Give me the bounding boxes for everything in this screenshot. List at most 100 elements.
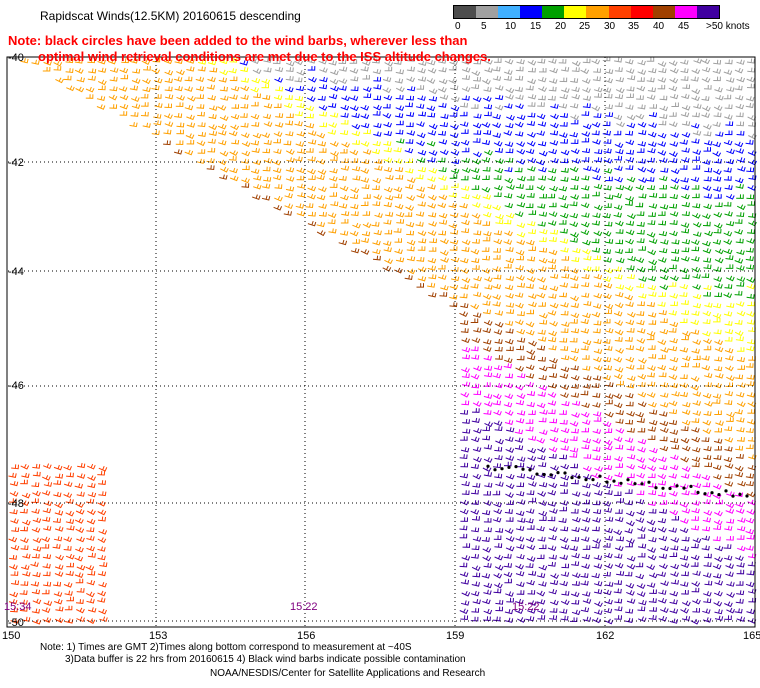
contamination-dot xyxy=(493,468,497,472)
wind-barb xyxy=(657,132,667,139)
wind-barb xyxy=(350,76,359,82)
wind-barb xyxy=(516,59,525,65)
wind-barb xyxy=(647,465,657,472)
wind-barb xyxy=(714,292,722,298)
wind-barb xyxy=(702,517,711,523)
wind-barb xyxy=(625,149,635,155)
wind-barb xyxy=(680,111,690,118)
wind-barb xyxy=(625,165,634,171)
wind-barb xyxy=(560,615,569,621)
wind-barb xyxy=(328,122,338,128)
wind-barb xyxy=(506,309,515,314)
wind-barb xyxy=(373,104,382,111)
wind-barb xyxy=(591,383,600,389)
wind-barb xyxy=(274,122,284,128)
wind-barb xyxy=(724,446,733,452)
contamination-dot xyxy=(514,465,518,469)
wind-barb xyxy=(692,221,702,228)
wind-barb xyxy=(382,112,392,119)
wind-barb xyxy=(360,177,370,183)
wind-barb xyxy=(560,328,569,334)
wind-barb xyxy=(648,508,657,514)
wind-barb xyxy=(516,328,526,335)
wind-barb xyxy=(439,250,449,256)
wind-barb xyxy=(505,246,514,252)
wind-barb xyxy=(538,211,548,217)
wind-barb xyxy=(525,321,535,328)
wind-barb xyxy=(329,168,338,174)
wind-barb xyxy=(593,365,603,371)
wind-barb xyxy=(669,194,678,200)
wind-barb xyxy=(363,194,371,199)
wind-barb xyxy=(679,139,688,145)
wind-barb xyxy=(351,166,361,172)
wind-barb xyxy=(209,67,218,73)
wind-barb xyxy=(504,528,514,534)
scale-label: 5 xyxy=(481,21,487,32)
wind-barb xyxy=(285,149,295,155)
wind-barb xyxy=(746,392,756,398)
wind-barb xyxy=(702,617,712,623)
wind-barb xyxy=(636,509,646,516)
wind-barb xyxy=(473,428,482,434)
wind-barb xyxy=(614,220,624,227)
wind-barb xyxy=(131,103,141,110)
wind-barb xyxy=(360,249,370,255)
wind-barb xyxy=(526,579,535,586)
wind-barb xyxy=(549,185,558,192)
wind-barb xyxy=(591,238,600,244)
wind-barb xyxy=(250,140,260,146)
wind-barb xyxy=(483,339,492,345)
wind-barb xyxy=(547,400,557,406)
wind-barb xyxy=(548,148,557,155)
wind-barb xyxy=(383,122,392,128)
wind-barb xyxy=(734,219,743,224)
wind-barb xyxy=(692,303,702,309)
wind-barb xyxy=(516,311,525,317)
wind-barb xyxy=(571,60,581,67)
wind-barb xyxy=(525,148,535,155)
wind-barb xyxy=(527,608,536,614)
wind-barb xyxy=(580,580,589,586)
wind-barb xyxy=(657,150,667,156)
wind-barb xyxy=(86,518,96,525)
wind-barb xyxy=(646,335,655,341)
wind-barb xyxy=(484,372,493,378)
wind-barb xyxy=(482,547,492,553)
wind-barb xyxy=(461,239,471,246)
wind-barb xyxy=(20,463,30,470)
wind-barb xyxy=(570,275,579,282)
wind-barb xyxy=(669,429,679,435)
wind-barb xyxy=(239,113,248,118)
wind-barb xyxy=(560,437,569,444)
wind-barb xyxy=(329,183,338,189)
wind-barb xyxy=(681,93,690,100)
contamination-dot xyxy=(556,471,560,475)
wind-barb xyxy=(471,174,481,181)
wind-barb xyxy=(483,393,493,399)
wind-barb xyxy=(285,86,294,93)
wind-barb xyxy=(736,401,746,408)
wind-barb xyxy=(316,221,325,228)
wind-barb xyxy=(657,339,667,346)
wind-barb xyxy=(109,76,118,82)
wind-barb xyxy=(724,437,734,443)
wind-barb xyxy=(582,248,591,255)
wind-barb xyxy=(383,147,392,153)
wind-barb xyxy=(537,608,546,614)
wind-barb xyxy=(725,502,735,509)
wind-barb xyxy=(690,329,700,335)
wind-barb xyxy=(692,410,702,416)
wind-barb xyxy=(374,165,383,171)
wind-barb xyxy=(437,157,446,163)
wind-barb xyxy=(592,175,601,181)
wind-barb xyxy=(462,418,470,424)
wind-barb xyxy=(184,104,194,111)
wind-barb xyxy=(406,95,414,101)
wind-barb xyxy=(405,139,414,144)
wind-barb xyxy=(372,201,381,207)
wind-barb xyxy=(646,57,655,62)
wind-barb xyxy=(747,436,756,442)
contamination-warning: Note: black circles have been added to t… xyxy=(8,33,628,65)
wind-barb xyxy=(438,219,448,225)
